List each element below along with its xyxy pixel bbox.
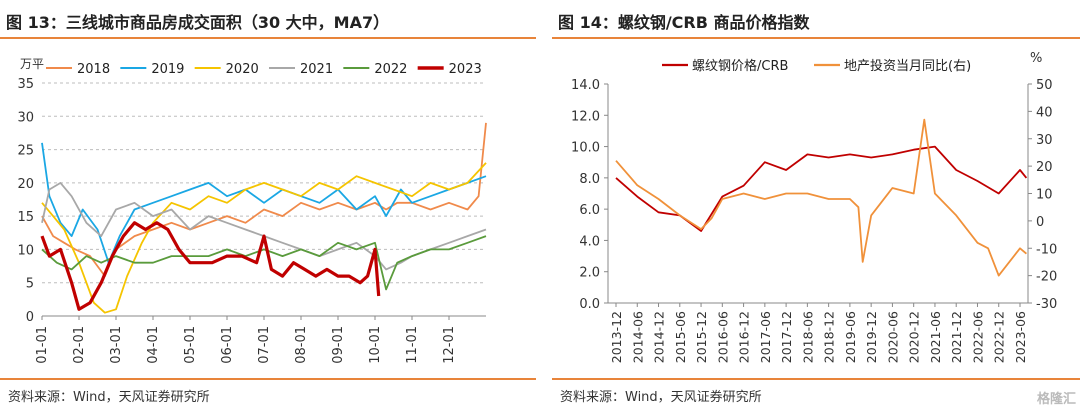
legend-label: 2020 <box>226 62 259 77</box>
x-tick-label: 05-01 <box>183 326 198 364</box>
x-tick-label: 03-01 <box>109 326 124 364</box>
y-tick-label: 4.0 <box>579 234 600 249</box>
x-tick-label: 2016-06 <box>715 311 730 363</box>
x-tick-label: 04-01 <box>146 326 161 364</box>
watermark-logo: 格隆汇 <box>1036 392 1076 407</box>
y-tick-label: 14.0 <box>571 78 600 93</box>
y2-tick-label: -30 <box>1036 297 1057 312</box>
x-tick-label: 2013-12 <box>609 311 624 363</box>
x-tick-label: 2015-12 <box>694 311 709 363</box>
figure-title: 图 13：三线城市商品房成交面积（30 大中，MA7） <box>6 13 390 32</box>
y-tick-label: 35 <box>17 77 34 92</box>
x-tick-label: 2019-12 <box>864 311 879 363</box>
y-tick-label: 6.0 <box>579 203 600 218</box>
x-tick-label: 2022-06 <box>970 311 985 363</box>
legend-label: 2022 <box>374 62 407 77</box>
y2-tick-label: 30 <box>1036 133 1053 148</box>
x-tick-label: 2018-06 <box>800 311 815 363</box>
y2-tick-label: 0 <box>1036 215 1044 230</box>
legend-label: 地产投资当月同比(右) <box>844 58 971 74</box>
x-tick-label: 2020-12 <box>907 311 922 363</box>
legend-label: 螺纹钢价格/CRB <box>692 58 788 74</box>
x-tick-label: 12-01 <box>442 326 457 364</box>
legend-label: 2018 <box>77 62 110 77</box>
x-tick-label: 2015-06 <box>673 311 688 363</box>
y2-unit-label: % <box>1030 51 1042 66</box>
y-tick-label: 0.0 <box>579 297 600 312</box>
y-tick-label: 2.0 <box>579 266 600 281</box>
chart-panel-steel: 图 14：螺纹钢/CRB 商品价格指数 0.0 2.0 4.0 6.0 8.0 10.0 1… <box>552 0 1080 414</box>
series-line <box>41 122 487 278</box>
y-tick-label: 25 <box>17 144 34 159</box>
x-tick-label: 09-01 <box>331 326 346 364</box>
x-tick-label: 2014-06 <box>630 311 645 363</box>
area-line-chart: 0 5 10 15 20 25 30 35 万平 01-01 02-01 03-01 04-01 05-0… <box>17 57 487 364</box>
x-tick-label: 2017-12 <box>779 311 794 363</box>
x-tick-label: 07-01 <box>257 326 272 364</box>
y-tick-label: 20 <box>17 177 34 192</box>
legend-label: 2019 <box>151 62 184 77</box>
x-tick-label: 2023-06 <box>1013 311 1028 363</box>
source-rule <box>552 378 1080 380</box>
y2-tick-label: 20 <box>1036 160 1053 175</box>
y-unit-label: 万平 <box>20 57 44 71</box>
x-tick-label: 06-01 <box>220 326 235 364</box>
x-tick-label: 11-01 <box>405 326 420 364</box>
x-tick-label: 02-01 <box>72 326 87 364</box>
y2-tick-label: 40 <box>1036 105 1053 120</box>
x-tick-label: 2014-12 <box>652 311 667 363</box>
series-line <box>41 162 487 314</box>
x-tick-label: 01-01 <box>35 326 50 364</box>
steel-ratio-chart: 0.0 2.0 4.0 6.0 8.0 10.0 12.0 14.0 -30 -20 -10 0 10 2… <box>571 51 1057 363</box>
y2-tick-label: 10 <box>1036 188 1053 203</box>
y-tick-label: 10.0 <box>571 141 600 156</box>
y2-tick-label: -10 <box>1036 242 1057 257</box>
series-line <box>615 118 1027 277</box>
chart-panel-area: 图 13：三线城市商品房成交面积（30 大中，MA7） 0 5 10 15 20 25 30… <box>0 0 536 414</box>
y-tick-label: 0 <box>26 310 34 325</box>
series-line <box>615 145 1028 232</box>
source-rule <box>0 378 536 380</box>
figure-title: 图 14：螺纹钢/CRB 商品价格指数 <box>558 13 810 32</box>
y-tick-label: 5 <box>26 277 34 292</box>
x-tick-label: 08-01 <box>294 326 309 364</box>
x-tick-label: 2019-06 <box>843 311 858 363</box>
x-tick-label: 2021-06 <box>928 311 943 363</box>
source-note: 资料来源：Wind，天风证券研究所 <box>560 390 762 405</box>
legend-label: 2023 <box>449 62 482 77</box>
x-tick-label: 2017-06 <box>758 311 773 363</box>
title-rule <box>0 37 536 39</box>
y2-tick-label: 50 <box>1036 78 1053 93</box>
title-rule <box>552 37 1080 39</box>
source-note: 资料来源：Wind，天风证券研究所 <box>8 390 210 405</box>
x-tick-label: 2022-12 <box>992 311 1007 363</box>
y-tick-label: 30 <box>17 110 34 125</box>
x-tick-label: 2020-06 <box>885 311 900 363</box>
series-line <box>40 221 381 311</box>
y-tick-label: 8.0 <box>579 172 600 187</box>
y-tick-label: 12.0 <box>571 109 600 124</box>
series-line <box>41 235 487 291</box>
x-tick-label: 10-01 <box>368 326 383 364</box>
x-tick-label: 2018-12 <box>822 311 837 363</box>
x-tick-label: 2016-12 <box>737 311 752 363</box>
y-tick-label: 15 <box>17 210 34 225</box>
series-line <box>41 142 487 264</box>
x-tick-label: 2021-12 <box>949 311 964 363</box>
y-tick-label: 10 <box>17 243 34 258</box>
y2-tick-label: -20 <box>1036 270 1057 285</box>
legend-label: 2021 <box>300 62 333 77</box>
series-line <box>41 181 487 271</box>
